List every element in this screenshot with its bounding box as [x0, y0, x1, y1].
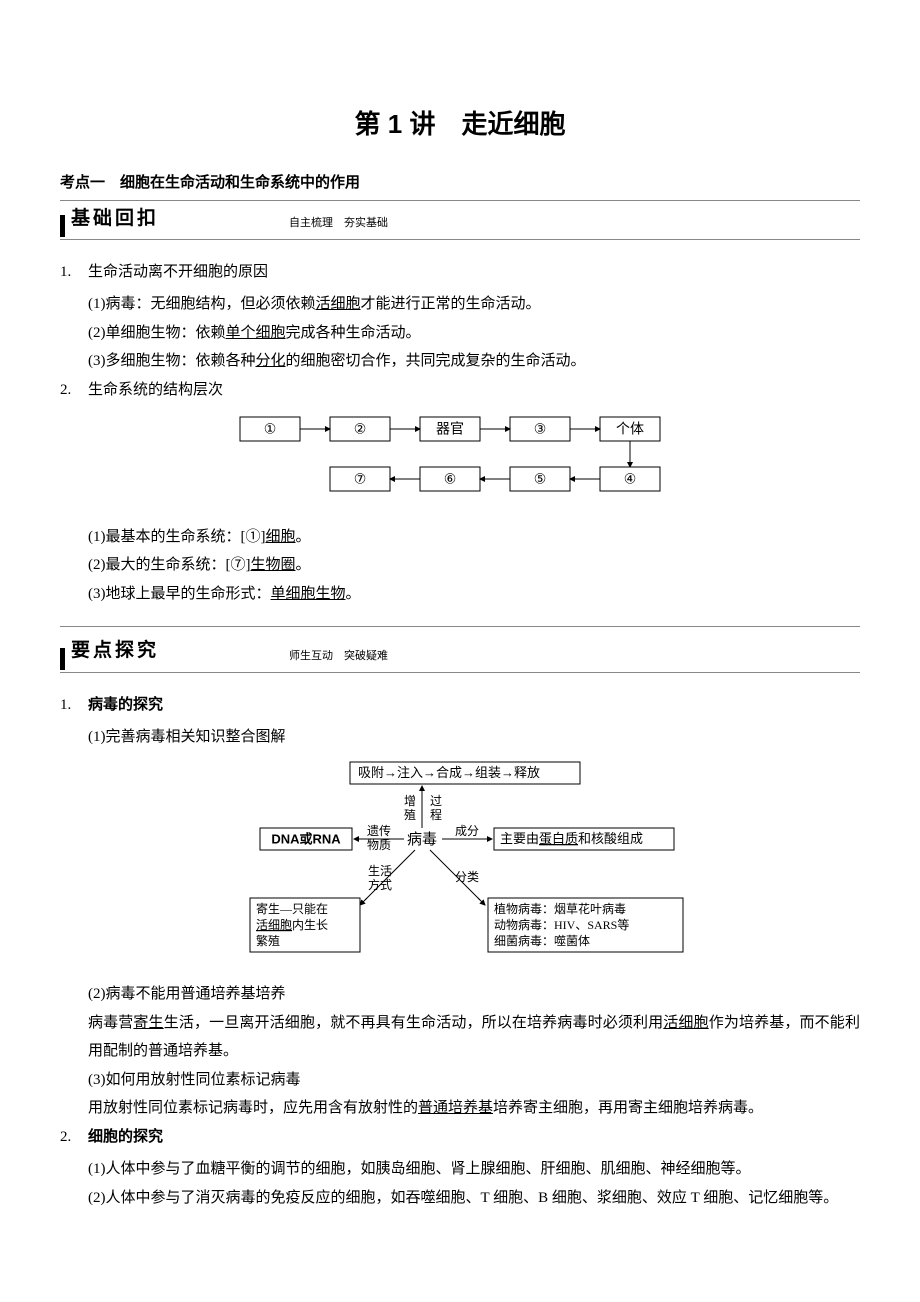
explore-1b-body: 病毒营寄生生活，一旦离开活细胞，就不再具有生命活动，所以在培养病毒时必须利用活细… — [88, 1009, 860, 1066]
basic-2-sub2: (2)最大的生命系统：[⑦]生物圈。 — [88, 551, 860, 580]
section-basic-header: 基础回扣 自主梳理 夯实基础 — [60, 201, 860, 240]
svg-text:细菌病毒：噬菌体: 细菌病毒：噬菌体 — [494, 932, 590, 947]
svg-text:器官: 器官 — [436, 421, 464, 437]
svg-text:遗传: 遗传 — [367, 822, 391, 837]
svg-text:主要由蛋白质和核酸组成: 主要由蛋白质和核酸组成 — [500, 831, 643, 846]
explore-1c-body: 用放射性同位素标记病毒时，应先用含有放射性的普通培养基培养寄主细胞，再用寄主细胞… — [88, 1094, 860, 1123]
svg-text:繁殖: 繁殖 — [256, 932, 280, 947]
basic-item-2: 2. 生命系统的结构层次 — [60, 376, 860, 405]
num-label: 2. — [60, 1123, 88, 1152]
svg-text:分类: 分类 — [455, 869, 479, 883]
section-explore-title: 要点探究 — [71, 633, 159, 669]
svg-text:生活: 生活 — [368, 863, 392, 877]
svg-text:③: ③ — [534, 421, 547, 437]
basic-1-sub2: (2)单细胞生物：依赖单个细胞完成各种生命活动。 — [88, 319, 860, 348]
svg-text:⑤: ⑤ — [534, 471, 547, 487]
basic-1-sub3: (3)多细胞生物：依赖各种分化的细胞密切合作，共同完成复杂的生命活动。 — [88, 347, 860, 376]
basic-heading-1: 生命活动离不开细胞的原因 — [88, 258, 860, 287]
svg-text:方式: 方式 — [368, 876, 392, 891]
svg-text:寄生—只能在: 寄生—只能在 — [256, 900, 328, 915]
section-bar-icon — [60, 648, 65, 670]
explore-item-2: 2. 细胞的探究 — [60, 1123, 860, 1152]
svg-text:个体: 个体 — [616, 421, 644, 437]
basic-1-sub1: (1)病毒：无细胞结构，但必须依赖活细胞才能进行正常的生命活动。 — [88, 290, 860, 319]
section-explore-subtitle: 师生互动 突破疑难 — [289, 646, 388, 670]
lesson-title: 第 1 讲 走近细胞 — [60, 100, 860, 149]
basic-2-sub1: (1)最基本的生命系统：[①]细胞。 — [88, 523, 860, 552]
section-explore-header: 要点探究 师生互动 突破疑难 — [60, 626, 860, 672]
svg-text:②: ② — [354, 421, 367, 437]
explore-1a: (1)完善病毒相关知识整合图解 — [88, 723, 860, 752]
svg-text:DNA或RNA: DNA或RNA — [271, 831, 341, 846]
explore-2a: (1)人体中参与了血糖平衡的调节的细胞，如胰岛细胞、肾上腺细胞、肝细胞、肌细胞、… — [88, 1155, 860, 1184]
svg-text:①: ① — [264, 421, 277, 437]
svg-text:④: ④ — [624, 471, 637, 487]
explore-heading-1: 病毒的探究 — [88, 691, 860, 720]
explore-1c-head: (3)如何用放射性同位素标记病毒 — [88, 1066, 860, 1095]
basic-item-1: 1. 生命活动离不开细胞的原因 — [60, 258, 860, 287]
basic-2-sub3: (3)地球上最早的生命形式：单细胞生物。 — [88, 580, 860, 609]
svg-text:⑥: ⑥ — [444, 471, 457, 487]
svg-text:动物病毒：HIV、SARS等: 动物病毒：HIV、SARS等 — [494, 916, 629, 931]
svg-text:⑦: ⑦ — [354, 471, 367, 487]
explore-2b: (2)人体中参与了消灭病毒的免疫反应的细胞，如吞噬细胞、T 细胞、B 细胞、浆细… — [88, 1184, 860, 1213]
num-label: 1. — [60, 691, 88, 720]
svg-text:成分: 成分 — [455, 823, 479, 837]
explore-item-1: 1. 病毒的探究 — [60, 691, 860, 720]
num-label: 1. — [60, 258, 88, 287]
svg-text:吸附→注入→合成→组装→释放: 吸附→注入→合成→组装→释放 — [358, 765, 540, 780]
section-basic-subtitle: 自主梳理 夯实基础 — [289, 213, 388, 237]
section-bar-icon — [60, 215, 65, 237]
svg-text:程: 程 — [430, 806, 442, 821]
virus-concept-diagram: 吸附→注入→合成→组装→释放 病毒 增 殖 过 程 DNA或RNA 遗传 物质 … — [60, 760, 860, 971]
svg-text:过: 过 — [430, 793, 442, 807]
svg-text:殖: 殖 — [404, 806, 416, 821]
svg-text:病毒: 病毒 — [407, 831, 437, 848]
svg-text:物质: 物质 — [367, 837, 391, 851]
topic-heading: 考点一 细胞在生命活动和生命系统中的作用 — [60, 169, 860, 201]
basic-heading-2: 生命系统的结构层次 — [88, 376, 860, 405]
svg-text:活细胞内生长: 活细胞内生长 — [256, 917, 328, 931]
svg-text:植物病毒：烟草花叶病毒: 植物病毒：烟草花叶病毒 — [494, 900, 626, 915]
svg-text:增: 增 — [404, 793, 416, 807]
explore-1b-head: (2)病毒不能用普通培养基培养 — [88, 980, 860, 1009]
section-basic-title: 基础回扣 — [71, 201, 159, 237]
hierarchy-flowchart: ① ② 器官 ③ 个体 ④ ⑤ ⑥ ⑦ — [60, 412, 860, 513]
num-label: 2. — [60, 376, 88, 405]
explore-heading-2: 细胞的探究 — [88, 1123, 860, 1152]
